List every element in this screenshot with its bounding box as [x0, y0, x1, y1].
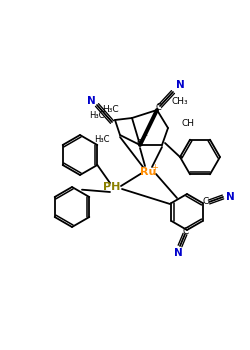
Text: H₃C: H₃C: [102, 105, 119, 114]
Text: CH: CH: [182, 119, 195, 128]
Text: CH₃: CH₃: [171, 98, 188, 106]
Text: N: N: [176, 80, 184, 90]
Text: H₃C: H₃C: [90, 112, 105, 120]
Text: C: C: [203, 197, 209, 206]
Text: C: C: [183, 226, 189, 236]
Text: ⁻: ⁻: [142, 133, 148, 143]
Text: +: +: [152, 162, 158, 172]
Text: PH: PH: [103, 182, 121, 192]
Text: H₃C: H₃C: [94, 134, 110, 144]
Text: Ru: Ru: [140, 167, 156, 177]
Text: N: N: [87, 96, 96, 106]
Text: N: N: [174, 248, 182, 258]
Text: C: C: [155, 104, 161, 112]
Text: C: C: [137, 140, 143, 148]
Text: N: N: [226, 192, 234, 202]
